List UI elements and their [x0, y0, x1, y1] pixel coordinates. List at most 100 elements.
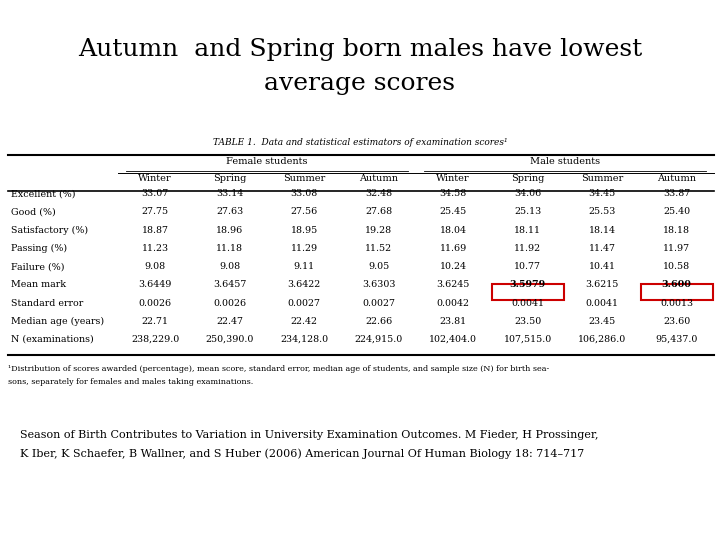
Text: Passing (%): Passing (%) — [11, 244, 67, 253]
Text: 3.600: 3.600 — [662, 280, 692, 289]
Text: 9.05: 9.05 — [368, 262, 390, 271]
Text: 18.87: 18.87 — [142, 226, 168, 235]
Text: 27.68: 27.68 — [365, 207, 392, 217]
Text: TABLE 1.  Data and statistical estimators of examination scores¹: TABLE 1. Data and statistical estimators… — [212, 138, 508, 147]
Text: 33.07: 33.07 — [142, 189, 169, 198]
Text: 9.11: 9.11 — [294, 262, 315, 271]
Text: 3.6449: 3.6449 — [138, 280, 172, 289]
Text: 25.45: 25.45 — [440, 207, 467, 217]
Text: 102,404.0: 102,404.0 — [429, 335, 477, 344]
Text: 18.18: 18.18 — [663, 226, 690, 235]
Text: 224,915.0: 224,915.0 — [355, 335, 403, 344]
Text: 106,286.0: 106,286.0 — [578, 335, 626, 344]
Text: 22.71: 22.71 — [142, 317, 168, 326]
Text: Median age (years): Median age (years) — [11, 317, 104, 326]
Text: 34.45: 34.45 — [589, 189, 616, 198]
Text: 22.47: 22.47 — [216, 317, 243, 326]
Text: 18.04: 18.04 — [440, 226, 467, 235]
Text: 11.69: 11.69 — [440, 244, 467, 253]
Text: Season of Birth Contributes to Variation in University Examination Outcomes. M F: Season of Birth Contributes to Variation… — [20, 430, 598, 440]
Text: 250,390.0: 250,390.0 — [206, 335, 254, 344]
Text: Mean mark: Mean mark — [11, 280, 66, 289]
Text: 18.95: 18.95 — [291, 226, 318, 235]
Text: Failure (%): Failure (%) — [11, 262, 65, 271]
Text: Satisfactory (%): Satisfactory (%) — [11, 226, 88, 235]
Text: Summer: Summer — [283, 174, 325, 183]
Text: Autumn: Autumn — [359, 174, 398, 183]
Text: 27.75: 27.75 — [142, 207, 168, 217]
Text: 18.96: 18.96 — [216, 226, 243, 235]
Text: 27.63: 27.63 — [216, 207, 243, 217]
Text: 95,437.0: 95,437.0 — [656, 335, 698, 344]
Text: 234,128.0: 234,128.0 — [280, 335, 328, 344]
Text: Spring: Spring — [213, 174, 246, 183]
Text: 33.08: 33.08 — [291, 189, 318, 198]
Text: 27.56: 27.56 — [291, 207, 318, 217]
Text: 33.14: 33.14 — [216, 189, 243, 198]
Text: Summer: Summer — [581, 174, 624, 183]
Text: 0.0013: 0.0013 — [660, 299, 693, 308]
Text: 3.6303: 3.6303 — [362, 280, 395, 289]
Text: 107,515.0: 107,515.0 — [503, 335, 552, 344]
Text: 0.0042: 0.0042 — [437, 299, 469, 308]
Text: 34.06: 34.06 — [514, 189, 541, 198]
Text: K Iber, K Schaefer, B Wallner, and S Huber (2006) American Journal Of Human Biol: K Iber, K Schaefer, B Wallner, and S Hub… — [20, 448, 584, 458]
Text: sons, separately for females and males taking examinations.: sons, separately for females and males t… — [8, 378, 253, 386]
Text: 3.6245: 3.6245 — [436, 280, 470, 289]
Text: 25.13: 25.13 — [514, 207, 541, 217]
Text: Winter: Winter — [138, 174, 172, 183]
Text: 18.14: 18.14 — [589, 226, 616, 235]
Text: Standard error: Standard error — [11, 299, 84, 308]
Text: Female students: Female students — [226, 157, 307, 166]
Text: 9.08: 9.08 — [145, 262, 166, 271]
Text: 0.0041: 0.0041 — [586, 299, 618, 308]
Text: 11.29: 11.29 — [291, 244, 318, 253]
Text: 11.52: 11.52 — [365, 244, 392, 253]
Text: 238,229.0: 238,229.0 — [131, 335, 179, 344]
Text: 32.48: 32.48 — [365, 189, 392, 198]
Text: Autumn  and Spring born males have lowest: Autumn and Spring born males have lowest — [78, 38, 642, 61]
Text: 33.87: 33.87 — [663, 189, 690, 198]
Text: 25.53: 25.53 — [588, 207, 616, 217]
Text: 3.6215: 3.6215 — [585, 280, 619, 289]
Text: Excellent (%): Excellent (%) — [11, 189, 76, 198]
Text: 11.18: 11.18 — [216, 244, 243, 253]
Text: Spring: Spring — [511, 174, 544, 183]
Text: 3.6422: 3.6422 — [287, 280, 321, 289]
Text: 3.6457: 3.6457 — [213, 280, 246, 289]
Text: 0.0041: 0.0041 — [511, 299, 544, 308]
Text: 10.41: 10.41 — [589, 262, 616, 271]
Text: 25.40: 25.40 — [663, 207, 690, 217]
Text: 19.28: 19.28 — [365, 226, 392, 235]
Text: 0.0026: 0.0026 — [213, 299, 246, 308]
Text: 11.97: 11.97 — [663, 244, 690, 253]
Text: N (examinations): N (examinations) — [11, 335, 94, 344]
Text: Good (%): Good (%) — [11, 207, 55, 217]
Text: 22.42: 22.42 — [291, 317, 318, 326]
Text: average scores: average scores — [264, 72, 456, 95]
Text: 18.11: 18.11 — [514, 226, 541, 235]
Text: Winter: Winter — [436, 174, 470, 183]
Bar — [492, 284, 564, 300]
Text: 0.0027: 0.0027 — [288, 299, 320, 308]
Text: ¹Distribution of scores awarded (percentage), mean score, standard error, median: ¹Distribution of scores awarded (percent… — [8, 365, 549, 373]
Text: 23.60: 23.60 — [663, 317, 690, 326]
Text: 3.5979: 3.5979 — [510, 280, 546, 289]
Text: 11.23: 11.23 — [142, 244, 168, 253]
Text: Autumn: Autumn — [657, 174, 696, 183]
Text: 23.50: 23.50 — [514, 317, 541, 326]
Text: 9.08: 9.08 — [219, 262, 240, 271]
Text: Male students: Male students — [530, 157, 600, 166]
Text: 10.77: 10.77 — [514, 262, 541, 271]
Text: 23.45: 23.45 — [589, 317, 616, 326]
Text: 0.0027: 0.0027 — [362, 299, 395, 308]
Text: 10.58: 10.58 — [663, 262, 690, 271]
Text: 34.58: 34.58 — [440, 189, 467, 198]
Text: 11.92: 11.92 — [514, 244, 541, 253]
Text: 0.0026: 0.0026 — [139, 299, 172, 308]
Text: 23.81: 23.81 — [440, 317, 467, 326]
Bar — [641, 284, 713, 300]
Text: 11.47: 11.47 — [589, 244, 616, 253]
Text: 22.66: 22.66 — [365, 317, 392, 326]
Text: 10.24: 10.24 — [440, 262, 467, 271]
